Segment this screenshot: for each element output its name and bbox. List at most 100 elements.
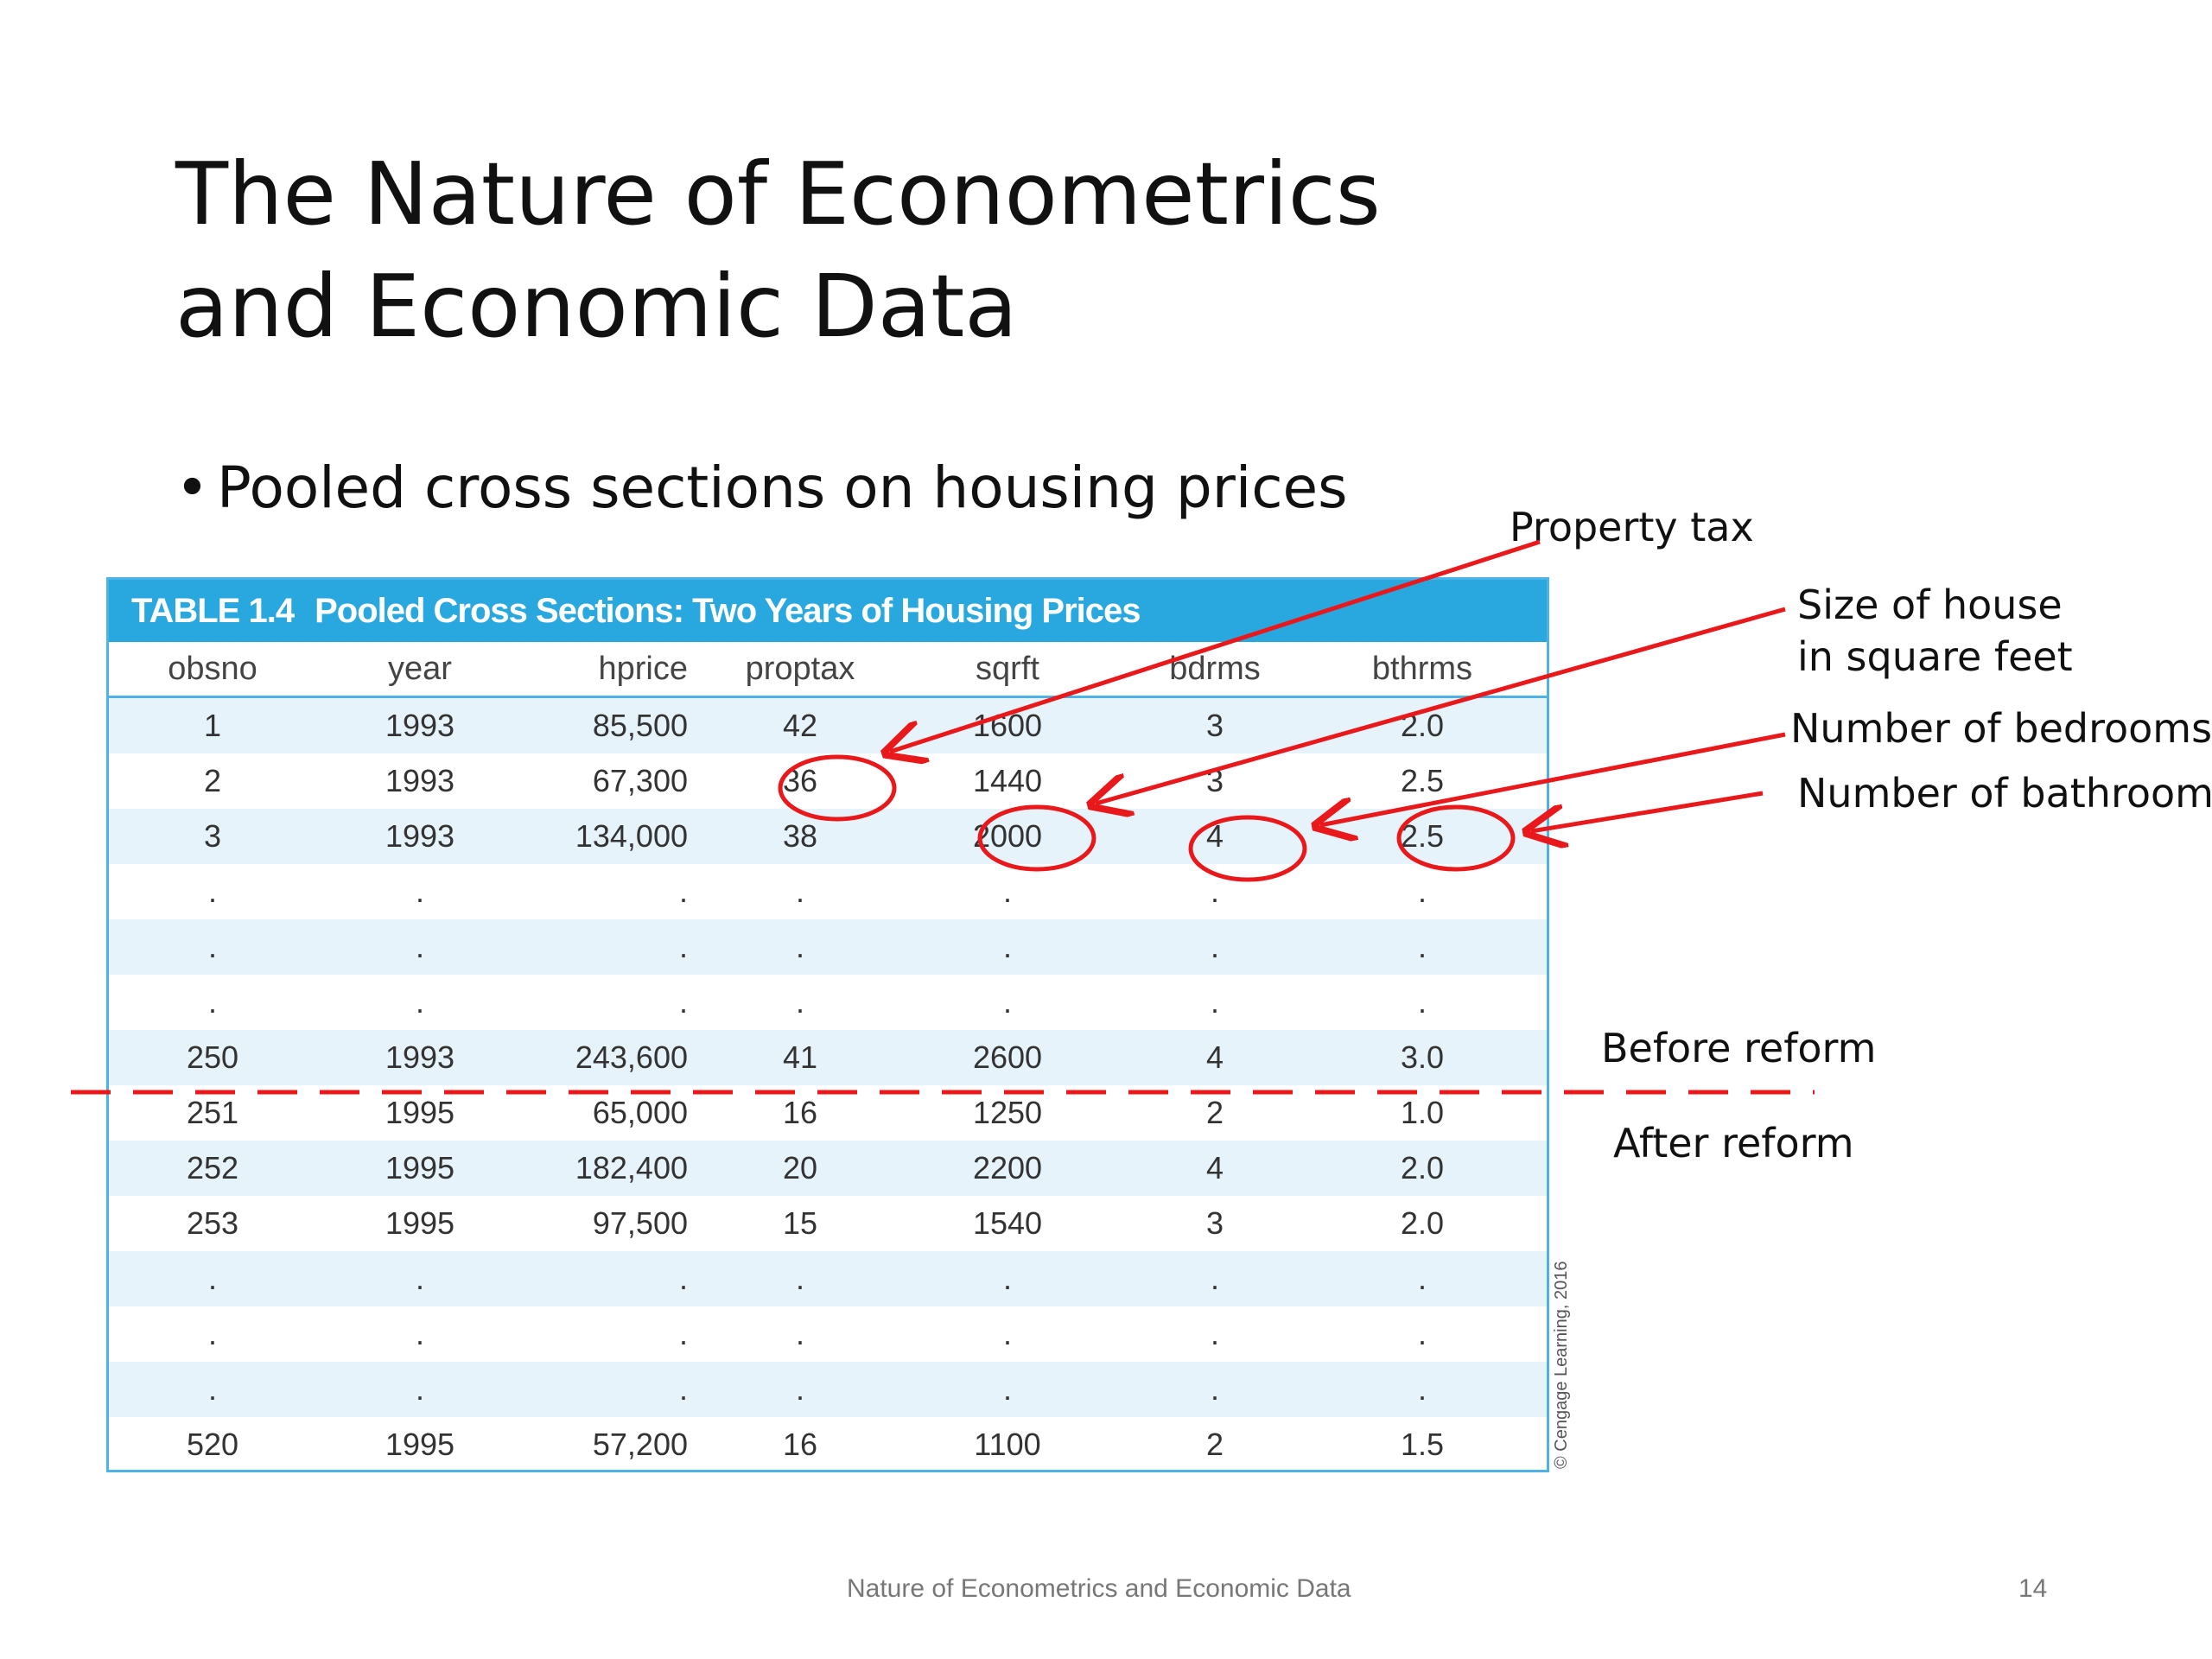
table-cell-bthrms: . bbox=[1417, 984, 1427, 1020]
table-cell-proptax: . bbox=[795, 874, 804, 909]
table-cell-hprice: 97,500 bbox=[592, 1205, 688, 1241]
bullet-text: Pooled cross sections on housing prices bbox=[217, 454, 1348, 521]
table-cell-bthrms: 1.0 bbox=[1400, 1095, 1445, 1130]
table-cell-sqrft: . bbox=[1002, 1316, 1012, 1351]
table-row: 250 1993 243,600 41 2600 4 3.0 bbox=[109, 1030, 1547, 1085]
table-cell-sqrft: 2600 bbox=[972, 1039, 1043, 1075]
table-cell-year: 1993 bbox=[385, 1039, 455, 1075]
table-cell-bthrms: . bbox=[1417, 1261, 1427, 1296]
table-cell-obsno: . bbox=[207, 929, 217, 964]
table-cell-hprice: . bbox=[678, 929, 688, 964]
table-cell-bdrms: 4 bbox=[1205, 1039, 1224, 1075]
table-cell-sqrft: . bbox=[1002, 1371, 1012, 1407]
table-cell-sqrft: 1250 bbox=[972, 1095, 1043, 1130]
table-cell-year: . bbox=[415, 984, 424, 1020]
table-cell-bthrms: 2.5 bbox=[1400, 763, 1445, 798]
table-row: 2 1993 67,300 36 1440 3 2.5 bbox=[109, 753, 1547, 809]
table-cell-proptax: . bbox=[795, 984, 804, 1020]
table-cell-sqrft: 2000 bbox=[972, 818, 1043, 854]
table-cell-year: . bbox=[415, 1371, 424, 1407]
table-cell-proptax: 36 bbox=[782, 763, 818, 798]
table-cell-sqrft: 1100 bbox=[974, 1427, 1041, 1462]
table-number: TABLE 1.4 bbox=[131, 591, 295, 630]
table-cell-bdrms: 3 bbox=[1205, 1205, 1224, 1241]
column-header-year: year bbox=[388, 650, 452, 687]
table-cell-proptax: 41 bbox=[782, 1039, 818, 1075]
housing-table: TABLE 1.4 Pooled Cross Sections: Two Yea… bbox=[106, 577, 1549, 1472]
table-cell-proptax: 38 bbox=[782, 818, 818, 854]
table-cell-obsno: 252 bbox=[186, 1150, 239, 1185]
table-row: ....... bbox=[109, 919, 1547, 975]
table-cell-bdrms: . bbox=[1210, 1371, 1219, 1407]
table-row: ....... bbox=[109, 1362, 1547, 1417]
table-cell-hprice: 243,600 bbox=[575, 1039, 688, 1075]
table-cell-obsno: . bbox=[207, 1261, 217, 1296]
table-cell-year: . bbox=[415, 929, 424, 964]
table-cell-bthrms: 3.0 bbox=[1400, 1039, 1445, 1075]
table-cell-bdrms: 2 bbox=[1205, 1095, 1224, 1130]
table-cell-sqrft: . bbox=[1002, 1261, 1012, 1296]
page-number: 14 bbox=[2018, 1574, 2048, 1603]
table-cell-sqrft: 1600 bbox=[972, 708, 1043, 743]
table-cell-obsno: 251 bbox=[186, 1095, 239, 1130]
table-cell-year: . bbox=[415, 1261, 424, 1296]
table-row: 1 1993 85,500 42 1600 3 2.0 bbox=[109, 698, 1547, 753]
table-cell-year: 1993 bbox=[385, 763, 455, 798]
table-header-row: obsno year hprice proptax sqrft bdrms bthrms bbox=[109, 642, 1547, 698]
table-cell-proptax: . bbox=[795, 1371, 804, 1407]
column-header-hprice: hprice bbox=[598, 650, 689, 687]
table-cell-hprice: . bbox=[678, 984, 688, 1020]
table-row: 252 1995 182,400 20 2200 4 2.0 bbox=[109, 1141, 1547, 1196]
table-cell-year: 1995 bbox=[385, 1205, 455, 1241]
slide-title: The Nature of Econometrics and Economic … bbox=[175, 138, 1558, 363]
table-cell-obsno: 1 bbox=[203, 708, 222, 743]
table-cell-proptax: 16 bbox=[782, 1095, 818, 1130]
table-cell-bdrms: 3 bbox=[1205, 708, 1224, 743]
copyright-note: © Cengage Learning, 2016 bbox=[1552, 1261, 1571, 1469]
table-cell-year: 1995 bbox=[385, 1095, 455, 1130]
table-cell-bdrms: 4 bbox=[1205, 818, 1224, 854]
table-cell-hprice: . bbox=[678, 1371, 688, 1407]
table-row: 520 1995 57,200 16 1100 2 1.5 bbox=[109, 1417, 1547, 1472]
table-row: ....... bbox=[109, 975, 1547, 1030]
table-cell-bthrms: . bbox=[1417, 1316, 1427, 1351]
table-row: ....... bbox=[109, 1306, 1547, 1362]
table-body: 1 1993 85,500 42 1600 3 2.0 2 1993 67,300 36 1440 3 2… bbox=[109, 698, 1547, 1472]
table-cell-bdrms: . bbox=[1210, 1261, 1219, 1296]
table-cell-hprice: 85,500 bbox=[592, 708, 688, 743]
table-cell-proptax: 16 bbox=[782, 1427, 818, 1462]
table-cell-proptax: . bbox=[795, 1261, 804, 1296]
table-cell-bdrms: 3 bbox=[1205, 763, 1224, 798]
annotation-size-line-2: in square feet bbox=[1797, 633, 2073, 680]
table-caption-bar: TABLE 1.4 Pooled Cross Sections: Two Yea… bbox=[109, 580, 1547, 642]
table-row: 3 1993 134,000 38 2000 4 2.5 bbox=[109, 809, 1547, 864]
column-header-obsno: obsno bbox=[168, 650, 257, 687]
table-cell-proptax: 42 bbox=[782, 708, 818, 743]
table-cell-bthrms: . bbox=[1417, 1371, 1427, 1407]
table-cell-bdrms: 4 bbox=[1205, 1150, 1224, 1185]
annotation-bathrooms: Number of bathrooms bbox=[1797, 770, 2212, 817]
table-cell-hprice: . bbox=[678, 874, 688, 909]
table-cell-year: 1995 bbox=[385, 1427, 455, 1462]
table-caption: Pooled Cross Sections: Two Years of Hous… bbox=[315, 591, 1141, 630]
table-cell-bthrms: . bbox=[1417, 874, 1427, 909]
table-cell-hprice: 182,400 bbox=[575, 1150, 688, 1185]
bullet-symbol: • bbox=[175, 454, 209, 521]
table-row: ....... bbox=[109, 1251, 1547, 1306]
table-cell-sqrft: 1440 bbox=[972, 763, 1043, 798]
table-cell-bthrms: 2.0 bbox=[1400, 708, 1445, 743]
table-cell-obsno: . bbox=[207, 1316, 217, 1351]
table-cell-obsno: 2 bbox=[203, 763, 222, 798]
table-cell-bdrms: . bbox=[1210, 1316, 1219, 1351]
table-cell-bdrms: 2 bbox=[1205, 1427, 1224, 1462]
table-cell-obsno: . bbox=[207, 874, 217, 909]
column-header-bdrms: bdrms bbox=[1169, 650, 1261, 687]
table-cell-hprice: . bbox=[678, 1261, 688, 1296]
title-line-1: The Nature of Econometrics bbox=[175, 143, 1381, 245]
annotation-after-reform: After reform bbox=[1613, 1120, 1854, 1166]
table-cell-year: 1995 bbox=[385, 1150, 455, 1185]
table-cell-sqrft: 2200 bbox=[972, 1150, 1043, 1185]
table-row: 251 1995 65,000 16 1250 2 1.0 bbox=[109, 1085, 1547, 1141]
column-header-bthrms: bthrms bbox=[1371, 650, 1473, 687]
table-cell-sqrft: . bbox=[1002, 874, 1012, 909]
